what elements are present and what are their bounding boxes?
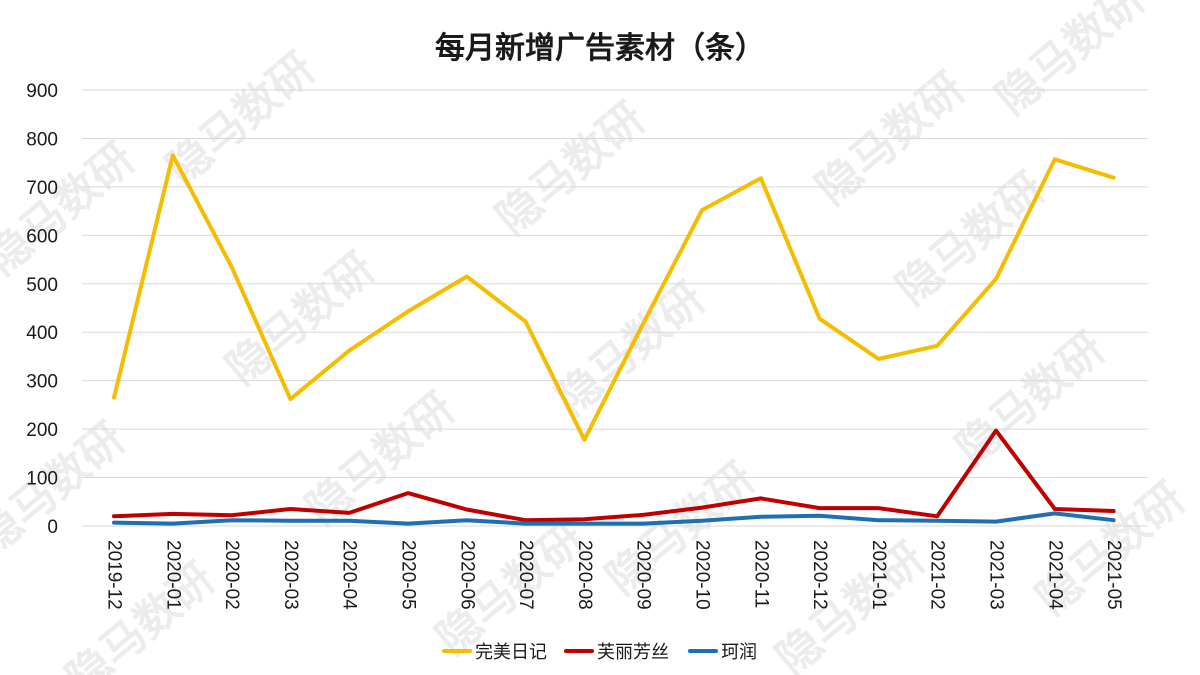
legend-label: 珂润 [721,642,757,663]
x-tick-label: 2020-02 [221,540,242,610]
watermark-text: 隐马数研 [0,133,144,285]
series-line [112,428,1116,523]
x-tick-label: 2020-06 [456,540,477,610]
x-tick-label: 2020-10 [692,540,713,610]
x-tick-label: 2020-11 [750,540,771,608]
x-tick-label: 2020-08 [574,540,595,610]
y-tick-label: 400 [26,323,58,344]
x-tick-label: 2019-12 [104,540,125,610]
x-tick-label: 2021-02 [927,540,948,610]
x-tick-label: 2020-04 [339,540,360,610]
x-tick-label: 2020-07 [515,540,536,610]
x-tick-label: 2021-04 [1044,540,1065,610]
y-axis-tick-labels: 0 100 200 300 400 500 600 700 800 900 [26,81,58,538]
x-axis-tick-labels: 2019-12 2020-01 2020-02 2020-03 2020-04 2020-… [104,540,1125,610]
series-line [112,511,1116,526]
watermark-text: 隐马数研 [57,553,225,675]
y-tick-label: 300 [26,372,58,393]
watermark-text: 隐马数研 [217,243,385,395]
x-tick-label: 2020-12 [809,540,830,610]
chart-title: 每月新增广告素材（条） [435,31,765,66]
watermark-text: 隐马数研 [767,533,935,675]
x-tick-label: 2020-03 [280,540,301,610]
x-tick-label: 2020-05 [398,540,419,610]
series-lines [112,153,1116,526]
watermark-text: 隐马数研 [987,0,1155,125]
legend-label: 芙丽芳丝 [597,642,669,663]
y-tick-label: 200 [26,420,58,441]
y-tick-label: 800 [26,129,58,150]
watermark-text: 隐马数研 [887,163,1055,315]
legend-label: 完美日记 [475,642,547,663]
y-tick-label: 700 [26,178,58,199]
x-tick-label: 2020-01 [162,540,183,610]
series-line [112,153,1116,442]
y-tick-label: 500 [26,275,58,296]
y-tick-label: 100 [26,469,58,490]
watermark-text: 隐马数研 [597,453,765,605]
x-tick-label: 2021-05 [1103,540,1124,610]
x-tick-label: 2021-03 [986,540,1007,610]
legend: 完美日记 芙丽芳丝 珂润 [442,642,757,663]
y-tick-label: 0 [47,517,58,538]
y-tick-label: 600 [26,226,58,247]
watermark-text: 隐马数研 [487,93,655,245]
watermark-text: 隐马数研 [947,323,1115,475]
x-tick-label: 2020-09 [633,540,654,610]
x-tick-label: 2021-01 [868,540,889,610]
y-tick-label: 900 [26,81,58,102]
